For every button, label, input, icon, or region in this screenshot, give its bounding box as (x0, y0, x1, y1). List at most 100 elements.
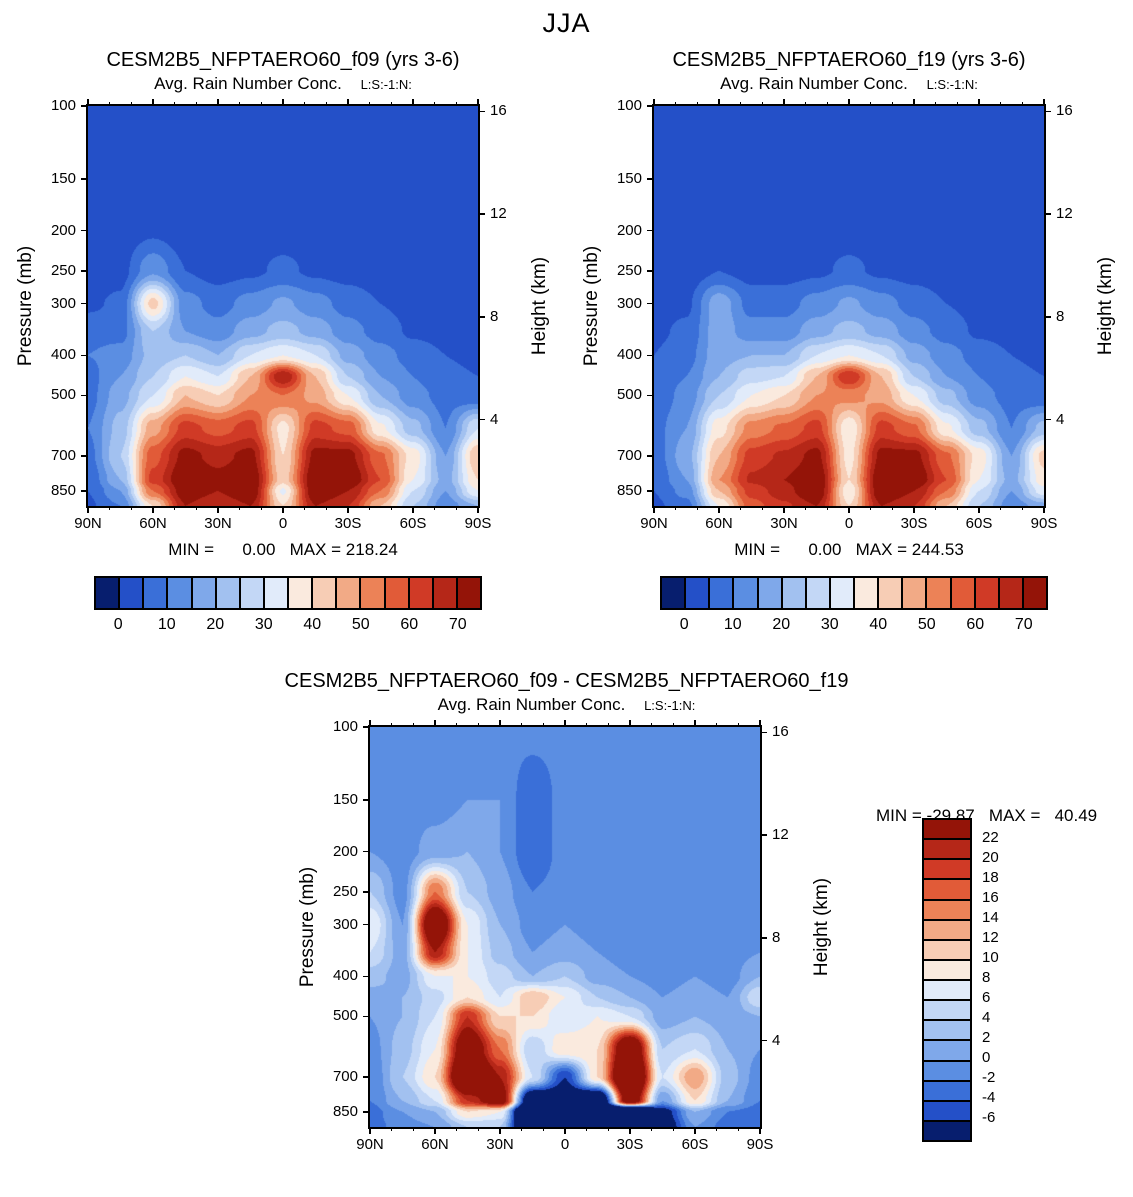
colorbar-segment (190, 578, 215, 608)
colorbar-tick-label: -4 (982, 1089, 996, 1106)
height-tick-label: 4 (1056, 410, 1065, 428)
x-minor-tick-mark (260, 506, 262, 510)
pressure-tick-label: 300 (332, 915, 358, 933)
colorbar-segment (407, 578, 432, 608)
colorbar-segment (828, 578, 853, 608)
x-minor-tick-mark (239, 102, 241, 106)
x-tick-mark (783, 99, 785, 106)
colorbar-tick-label: 50 (917, 616, 936, 633)
panel-subtitle-row: Avg. Rain Number Conc. L:S:-1:N: (0, 695, 1133, 715)
x-minor-tick-mark (826, 102, 828, 106)
x-minor-tick-mark (542, 723, 544, 727)
x-tick-label: 30N (204, 515, 232, 532)
colorbar-segment (924, 1099, 970, 1120)
pressure-tick-mark (647, 229, 654, 232)
pressure-tick-mark (81, 302, 88, 305)
height-axis-title: Height (km) (529, 256, 550, 356)
colorbar-tick-label: -2 (982, 1069, 996, 1086)
colorbar-segment (780, 578, 805, 608)
pressure-tick-label: 150 (50, 169, 76, 187)
height-tick-mark (1044, 418, 1051, 421)
x-minor-tick-mark (239, 506, 241, 510)
pressure-tick-label: 100 (332, 718, 358, 735)
colorbar-tick-label: 70 (1014, 616, 1033, 633)
x-minor-tick-mark (1000, 102, 1002, 106)
x-tick-mark (347, 99, 349, 106)
colorbar-segment (924, 1039, 970, 1060)
contour-field-canvas (86, 104, 480, 508)
colorbar-tick-label: 70 (448, 616, 467, 633)
height-tick-label: 16 (1056, 102, 1073, 120)
x-tick-label: 30N (486, 1136, 514, 1153)
x-minor-tick-mark (456, 1127, 458, 1131)
x-minor-tick-mark (195, 506, 197, 510)
x-tick-mark (629, 1127, 631, 1134)
x-tick-mark (347, 506, 349, 513)
x-tick-label: 0 (560, 1136, 570, 1153)
colorbar-segment (853, 578, 878, 608)
x-minor-tick-mark (870, 506, 872, 510)
panel-title: CESM2B5_NFPTAERO60_f09 - CESM2B5_NFPTAER… (284, 670, 849, 692)
x-minor-tick-mark (174, 506, 176, 510)
x-minor-tick-mark (369, 102, 371, 106)
pressure-tick-label: 300 (616, 294, 642, 312)
x-minor-tick-mark (870, 102, 872, 106)
x-tick-label: 60S (399, 515, 427, 532)
x-minor-tick-mark (956, 102, 958, 106)
x-tick-label: 90S (1030, 515, 1058, 532)
x-tick-mark (653, 99, 655, 106)
pressure-tick-mark (647, 490, 654, 492)
x-tick-mark (783, 506, 785, 513)
panel-subtitle-row: Avg. Rain Number Conc. L:S:-1:N: (566, 74, 1132, 94)
x-tick-mark (564, 1127, 566, 1134)
panel-subtitle-note: L:S:-1:N: (926, 77, 978, 92)
colorbar-tick-label: -6 (982, 1109, 996, 1126)
x-tick-mark (499, 1127, 501, 1134)
x-minor-tick-mark (412, 1127, 414, 1131)
colorbar-vertical: 22 20 18 16 14 12 10 8 6 4 2 0 -2 -4 -6 (922, 818, 999, 1142)
colorbar-labels: 0 10 20 30 40 50 60 70 (94, 610, 482, 636)
colorbar-segment (118, 578, 143, 608)
colorbar-segment (804, 578, 829, 608)
pressure-tick-label: 500 (332, 1007, 358, 1025)
x-minor-tick-mark (935, 506, 937, 510)
contour-plot: Pressure (mb) Height (km) 90N 60N 30N 0 30S 6… (297, 718, 832, 1153)
pressure-tick-mark (363, 1076, 370, 1078)
colorbar-segment (142, 578, 167, 608)
colorbar-segment (924, 1019, 970, 1040)
x-tick-label: 60S (965, 515, 993, 532)
x-tick-mark (978, 99, 980, 106)
pressure-tick-label: 400 (50, 346, 76, 364)
pressure-tick-mark (363, 923, 370, 926)
colorbar-tick-label: 40 (303, 616, 322, 633)
contour-plot: Pressure (mb) Height (km) 90N 60N 30N 0 30S 6… (15, 97, 550, 532)
pressure-tick-mark (647, 354, 654, 356)
panel-subtitle-note: L:S:-1:N: (644, 698, 696, 713)
height-axis-title: Height (km) (811, 877, 832, 977)
colorbar-segment (924, 918, 970, 939)
colorbar-tick-label: 10 (982, 949, 999, 966)
pressure-tick-mark (363, 891, 370, 893)
x-tick-mark (434, 720, 436, 727)
colorbar-segment (924, 1119, 970, 1140)
x-tick-mark (629, 720, 631, 727)
x-tick-label: 30S (334, 515, 362, 532)
panel-title: CESM2B5_NFPTAERO60_f09 (yrs 3-6) (106, 49, 460, 71)
x-tick-mark (87, 99, 89, 106)
x-minor-tick-mark (805, 506, 807, 510)
colorbar-segment (756, 578, 781, 608)
pressure-tick-label: 700 (332, 1067, 358, 1085)
pressure-tick-mark (363, 850, 370, 853)
pressure-tick-mark (647, 302, 654, 305)
colorbar-segment (924, 979, 970, 1000)
x-tick-label: 60N (139, 515, 167, 532)
colorbar-tick-label: 0 (679, 616, 689, 633)
x-minor-tick-mark (672, 723, 674, 727)
x-minor-tick-mark (109, 102, 111, 106)
pressure-tick-mark (81, 229, 88, 232)
top-panel-row: CESM2B5_NFPTAERO60_f09 (yrs 3-6) Avg. Ra… (0, 39, 1133, 636)
x-tick-mark (694, 1127, 696, 1134)
x-minor-tick-mark (391, 1127, 393, 1131)
x-minor-tick-mark (412, 723, 414, 727)
x-minor-tick-mark (369, 506, 371, 510)
